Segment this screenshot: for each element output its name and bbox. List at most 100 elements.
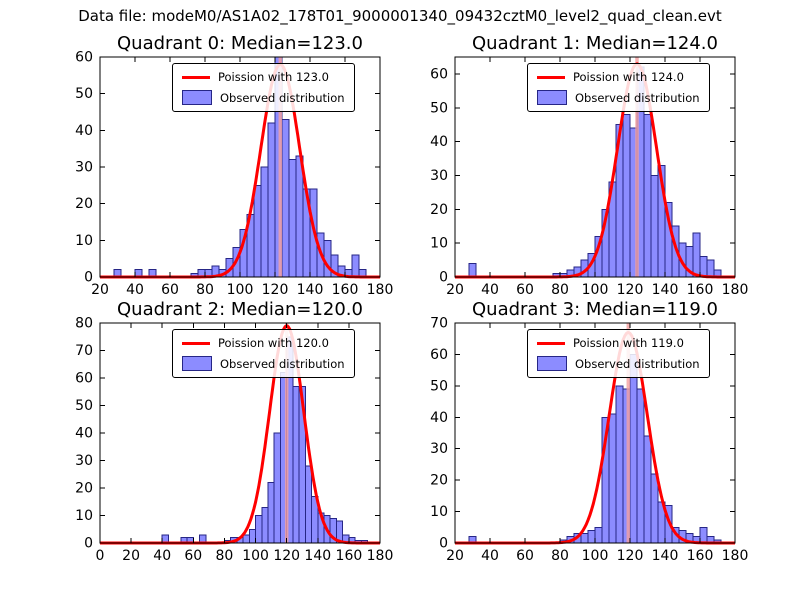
tick-marks: [99, 56, 381, 278]
histogram-bars: [468, 66, 722, 278]
svg-text:50: 50: [75, 86, 93, 102]
svg-text:180: 180: [367, 548, 394, 564]
svg-text:160: 160: [687, 548, 714, 564]
svg-text:70: 70: [430, 316, 448, 332]
svg-text:60: 60: [161, 282, 179, 298]
svg-text:40: 40: [75, 123, 93, 139]
svg-text:160: 160: [332, 282, 359, 298]
svg-text:40: 40: [126, 282, 144, 298]
svg-text:20: 20: [430, 202, 448, 218]
legend-label-observed: Observed distribution: [220, 356, 345, 371]
svg-text:80: 80: [75, 316, 93, 332]
subplot-title-quadrant-2: Quadrant 2: Median=120.0: [117, 299, 363, 320]
legend-label-poisson: Poission with 119.0: [573, 336, 684, 350]
svg-text:60: 60: [184, 548, 202, 564]
svg-text:60: 60: [430, 347, 448, 363]
svg-text:50: 50: [430, 100, 448, 116]
tick-marks: [454, 57, 736, 278]
observed-patch-swatch: [537, 356, 567, 371]
subplot-title-quadrant-0: Quadrant 0: Median=123.0: [117, 33, 363, 54]
svg-text:20: 20: [91, 282, 109, 298]
tick-marks: [99, 322, 381, 544]
svg-text:100: 100: [582, 282, 609, 298]
tick-labels: 20 40 60 80 100 120 140 160 180 0 10 20 30 40 50 60 70: [430, 316, 748, 565]
poisson-line-swatch: [537, 341, 565, 345]
legend-item-poisson: Poission with 119.0: [537, 336, 700, 350]
poisson-line-swatch: [182, 341, 210, 345]
svg-text:60: 60: [430, 66, 448, 82]
legend-item-observed: Observed distribution: [537, 356, 700, 371]
svg-text:10: 10: [75, 508, 93, 524]
quadrant-3-axes: 20 40 60 80 100 120 140 160 180 0 10 20 30 40 50 60 70: [430, 316, 748, 565]
svg-text:70: 70: [75, 343, 93, 359]
legend-item-poisson: Poission with 123.0: [182, 70, 345, 84]
svg-text:100: 100: [242, 548, 269, 564]
svg-text:160: 160: [687, 282, 714, 298]
poisson-line-swatch: [537, 75, 565, 79]
legend-quadrant-1: Poission with 124.0 Observed distributio…: [527, 63, 710, 112]
svg-text:0: 0: [96, 548, 105, 564]
svg-text:40: 40: [430, 410, 448, 426]
legend-quadrant-3: Poission with 119.0 Observed distributio…: [527, 329, 710, 378]
svg-text:140: 140: [652, 548, 679, 564]
legend-quadrant-2: Poission with 120.0 Observed distributio…: [172, 329, 355, 378]
svg-text:120: 120: [617, 548, 644, 564]
legend-label-poisson: Poission with 124.0: [573, 70, 684, 84]
observed-patch-swatch: [537, 90, 567, 105]
svg-text:30: 30: [75, 160, 93, 176]
svg-text:60: 60: [516, 282, 534, 298]
svg-text:10: 10: [430, 236, 448, 252]
histogram-bars: [468, 353, 722, 544]
observed-patch-swatch: [182, 356, 212, 371]
svg-text:120: 120: [262, 282, 289, 298]
svg-text:50: 50: [75, 398, 93, 414]
svg-text:120: 120: [273, 548, 300, 564]
svg-text:40: 40: [75, 426, 93, 442]
svg-text:10: 10: [75, 233, 93, 249]
svg-text:180: 180: [367, 282, 394, 298]
svg-text:30: 30: [430, 168, 448, 184]
legend-item-observed: Observed distribution: [182, 90, 345, 105]
subplot-title-quadrant-1: Quadrant 1: Median=124.0: [472, 33, 718, 54]
legend-label-observed: Observed distribution: [220, 90, 345, 105]
svg-text:10: 10: [430, 504, 448, 520]
svg-text:20: 20: [446, 282, 464, 298]
svg-text:60: 60: [516, 548, 534, 564]
legend-item-observed: Observed distribution: [182, 356, 345, 371]
svg-text:20: 20: [75, 196, 93, 212]
svg-text:40: 40: [481, 548, 499, 564]
svg-text:20: 20: [75, 481, 93, 497]
svg-text:140: 140: [304, 548, 331, 564]
tick-labels: 20 40 60 80 100 120 140 160 180 0 10 20 30 40 50 60: [75, 50, 393, 299]
svg-text:100: 100: [582, 548, 609, 564]
svg-text:0: 0: [439, 536, 448, 552]
svg-text:120: 120: [617, 282, 644, 298]
svg-text:180: 180: [722, 282, 749, 298]
svg-text:140: 140: [652, 282, 679, 298]
svg-text:40: 40: [153, 548, 171, 564]
svg-text:30: 30: [75, 453, 93, 469]
figure-title: Data file: modeM0/AS1A02_178T01_90000013…: [78, 7, 722, 25]
legend-label-observed: Observed distribution: [575, 90, 700, 105]
svg-text:50: 50: [430, 378, 448, 394]
legend-label-poisson: Poission with 120.0: [218, 336, 329, 350]
tick-labels: 20 40 60 80 100 120 140 160 180 0 10 20 30 40 50 60: [430, 66, 748, 298]
svg-text:100: 100: [227, 282, 254, 298]
poisson-line-swatch: [182, 75, 210, 79]
legend-item-poisson: Poission with 120.0: [182, 336, 345, 350]
svg-text:60: 60: [75, 371, 93, 387]
legend-item-poisson: Poission with 124.0: [537, 70, 700, 84]
legend-label-observed: Observed distribution: [575, 356, 700, 371]
legend-item-observed: Observed distribution: [537, 90, 700, 105]
svg-text:80: 80: [196, 282, 214, 298]
svg-text:20: 20: [446, 548, 464, 564]
svg-text:20: 20: [122, 548, 140, 564]
svg-text:80: 80: [215, 548, 233, 564]
svg-text:30: 30: [430, 441, 448, 457]
quadrant-2-axes: 0 20 40 60 80 100 120 140 160 180 0 10 20 30 40 50 60 70 8…: [75, 316, 393, 565]
svg-text:180: 180: [722, 548, 749, 564]
subplot-title-quadrant-3: Quadrant 3: Median=119.0: [472, 299, 718, 320]
svg-text:40: 40: [430, 134, 448, 150]
